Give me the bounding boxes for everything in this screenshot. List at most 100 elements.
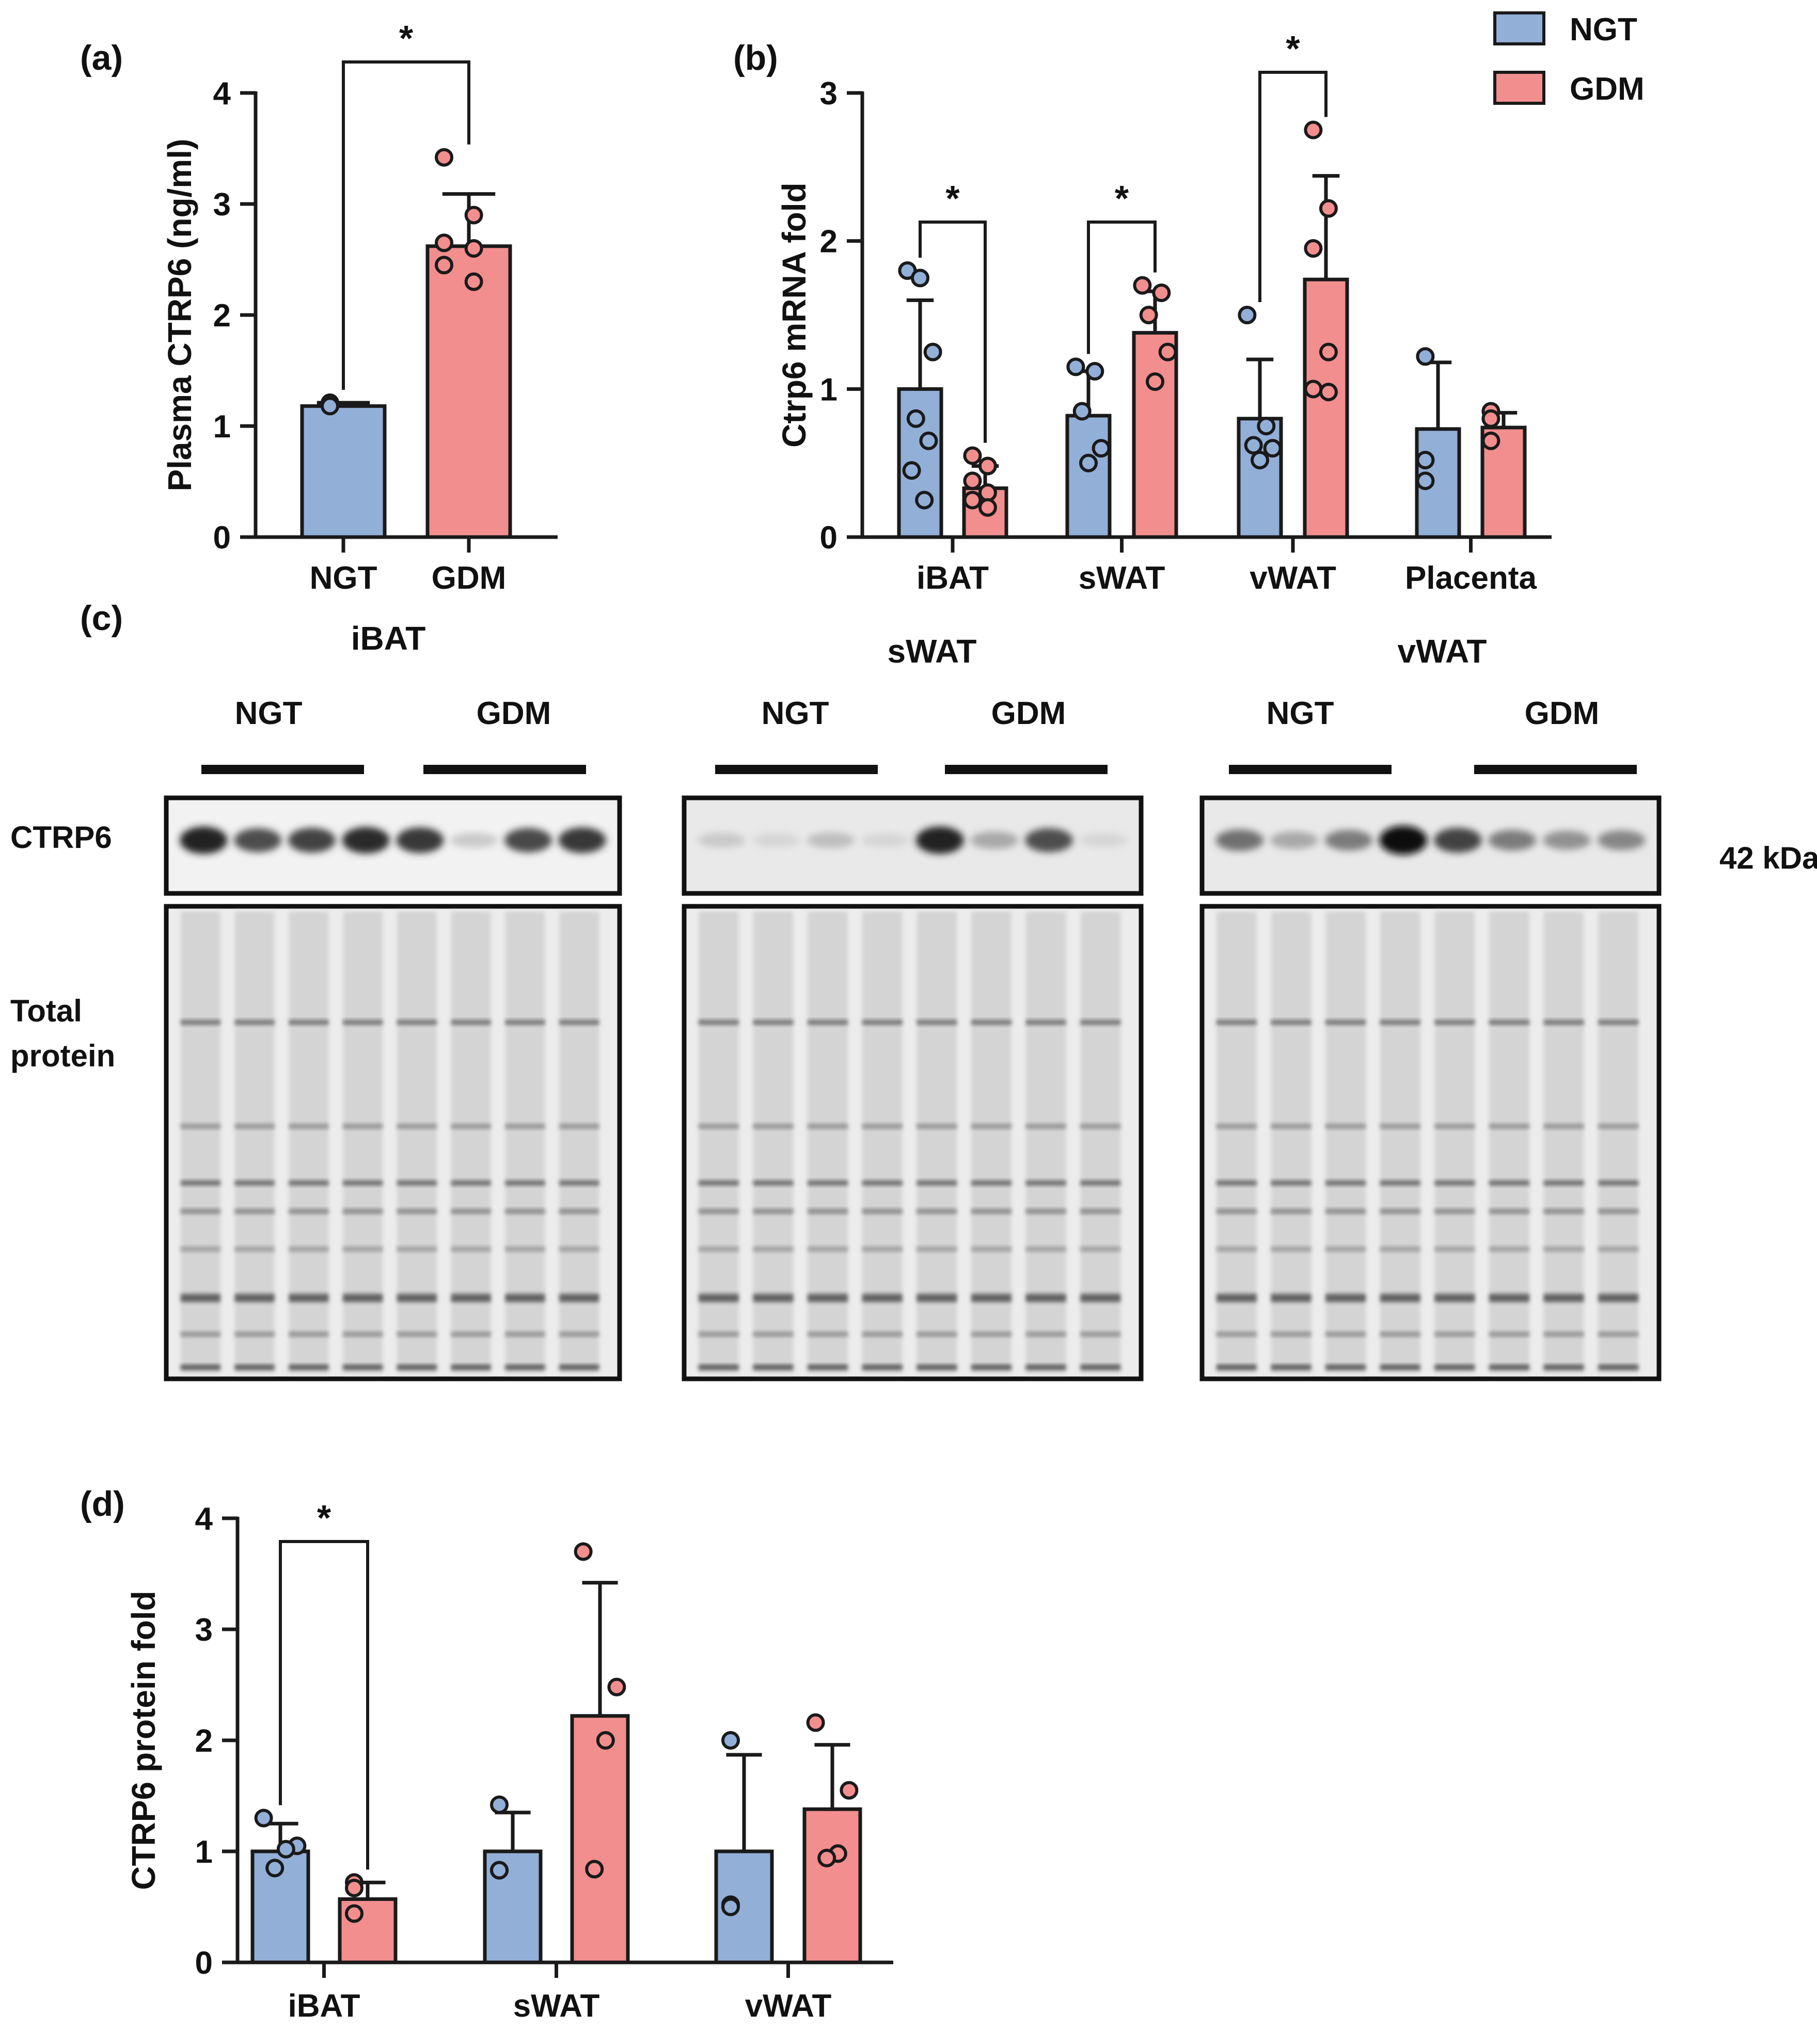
total-protein-band bbox=[343, 1208, 383, 1214]
total-protein-band bbox=[1080, 1019, 1120, 1025]
legend-label-ngt: NGT bbox=[1570, 12, 1637, 48]
total-protein-band bbox=[1434, 1364, 1475, 1370]
total-protein-band bbox=[1543, 1246, 1584, 1252]
total-protein-band bbox=[451, 1180, 491, 1186]
blot-tissue-title: sWAT bbox=[887, 633, 976, 670]
total-protein-band bbox=[1598, 1208, 1638, 1214]
total-protein-band bbox=[1598, 1019, 1638, 1025]
total-protein-band bbox=[1543, 1019, 1584, 1025]
ctrp6-band bbox=[504, 828, 552, 853]
ctrp6-band bbox=[396, 827, 444, 853]
total-protein-band bbox=[1434, 1331, 1475, 1337]
total-protein-band bbox=[753, 1180, 794, 1186]
total-protein-band bbox=[1025, 1208, 1066, 1214]
total-protein-band bbox=[753, 1294, 794, 1302]
total-protein-band bbox=[181, 1364, 220, 1370]
total-protein-band bbox=[808, 1019, 848, 1025]
total-protein-band bbox=[1543, 1364, 1584, 1370]
total-protein-band bbox=[1380, 1246, 1420, 1252]
total-protein-band bbox=[971, 1246, 1012, 1252]
total-protein-band bbox=[808, 1246, 848, 1252]
ctrp6-band bbox=[807, 832, 855, 848]
blot-group-label: GDM bbox=[1525, 696, 1600, 731]
total-protein-band bbox=[753, 1364, 794, 1370]
data-point-ngt bbox=[1416, 471, 1435, 491]
x-tick-label: NGT bbox=[310, 560, 377, 596]
total-protein-lane bbox=[1080, 911, 1120, 1374]
total-protein-band bbox=[971, 1294, 1012, 1302]
data-point-gdm bbox=[345, 1904, 364, 1923]
total-protein-band bbox=[917, 1331, 957, 1337]
total-protein-band bbox=[971, 1180, 1012, 1186]
total-protein-band bbox=[397, 1180, 437, 1186]
total-protein-band bbox=[234, 1246, 275, 1252]
legend-label-gdm: GDM bbox=[1570, 71, 1645, 107]
total-protein-band bbox=[1271, 1331, 1312, 1337]
ctrp6-band bbox=[1025, 828, 1073, 853]
data-point-ngt bbox=[276, 1839, 295, 1859]
total-protein-band bbox=[1598, 1294, 1638, 1302]
total-protein-band bbox=[505, 1246, 545, 1252]
total-protein-band bbox=[181, 1123, 220, 1129]
total-protein-band bbox=[1489, 1364, 1529, 1370]
total-protein-band bbox=[1216, 1180, 1257, 1186]
data-point-gdm bbox=[840, 1781, 859, 1800]
total-protein-lane bbox=[559, 911, 599, 1374]
total-protein-band bbox=[699, 1364, 739, 1370]
ctrp6-band bbox=[970, 831, 1019, 849]
total-protein-band bbox=[1271, 1123, 1312, 1129]
data-point-ngt bbox=[1066, 357, 1085, 376]
data-point-ngt bbox=[1251, 450, 1269, 469]
data-point-gdm bbox=[1304, 120, 1323, 139]
total-protein-band bbox=[343, 1294, 383, 1302]
bar-ngt bbox=[1065, 414, 1112, 539]
total-protein-band bbox=[451, 1208, 491, 1214]
total-protein-band bbox=[397, 1123, 437, 1129]
total-protein-band bbox=[505, 1180, 545, 1186]
significance-bracket bbox=[342, 60, 470, 390]
total-protein-band bbox=[699, 1208, 739, 1214]
bar-gdm bbox=[802, 1807, 862, 1964]
x-tick-label: vWAT bbox=[745, 1988, 832, 2024]
total-protein-band bbox=[1080, 1246, 1120, 1252]
total-protein-band bbox=[234, 1019, 275, 1025]
significance-bracket bbox=[919, 221, 987, 443]
total-protein-band bbox=[808, 1331, 848, 1337]
total-protein-band bbox=[1380, 1019, 1420, 1025]
data-point-gdm bbox=[464, 206, 483, 225]
total-protein-band bbox=[862, 1123, 903, 1129]
total-protein-band bbox=[917, 1208, 957, 1214]
total-protein-band bbox=[1271, 1246, 1312, 1252]
significance-star: * bbox=[1115, 178, 1129, 218]
total-protein-band bbox=[505, 1123, 545, 1129]
total-protein-band bbox=[181, 1294, 220, 1302]
total-protein-band bbox=[1543, 1208, 1584, 1214]
bar-ngt bbox=[300, 404, 387, 539]
significance-star: * bbox=[1286, 28, 1300, 69]
blot-group-label: NGT bbox=[235, 696, 303, 731]
data-point-gdm bbox=[1481, 431, 1500, 450]
data-point-ngt bbox=[1416, 347, 1435, 366]
total-protein-band bbox=[699, 1019, 739, 1025]
significance-bracket bbox=[279, 1540, 369, 1870]
blot-group-label: NGT bbox=[1267, 696, 1334, 731]
total-protein-band bbox=[343, 1180, 383, 1186]
ctrp6-blot-box bbox=[1199, 795, 1662, 896]
panel-label-c: (c) bbox=[80, 599, 123, 638]
x-tick-label: iBAT bbox=[917, 560, 989, 596]
x-tick-label: Placenta bbox=[1405, 560, 1537, 596]
y-tick-label: 2 bbox=[213, 298, 231, 334]
ctrp6-band bbox=[1270, 831, 1318, 849]
ctrp6-band bbox=[861, 833, 910, 847]
significance-bracket bbox=[1087, 221, 1157, 354]
total-protein-band bbox=[397, 1364, 437, 1370]
bar-gdm bbox=[1480, 426, 1527, 539]
x-tick-label: GDM bbox=[432, 560, 507, 596]
data-point-gdm bbox=[345, 1878, 364, 1897]
y-tick-label: 4 bbox=[195, 1501, 213, 1537]
total-protein-band bbox=[1216, 1123, 1257, 1129]
total-protein-band bbox=[1325, 1208, 1366, 1214]
total-protein-band bbox=[397, 1294, 437, 1302]
total-protein-band bbox=[917, 1364, 957, 1370]
total-protein-band bbox=[559, 1364, 599, 1370]
